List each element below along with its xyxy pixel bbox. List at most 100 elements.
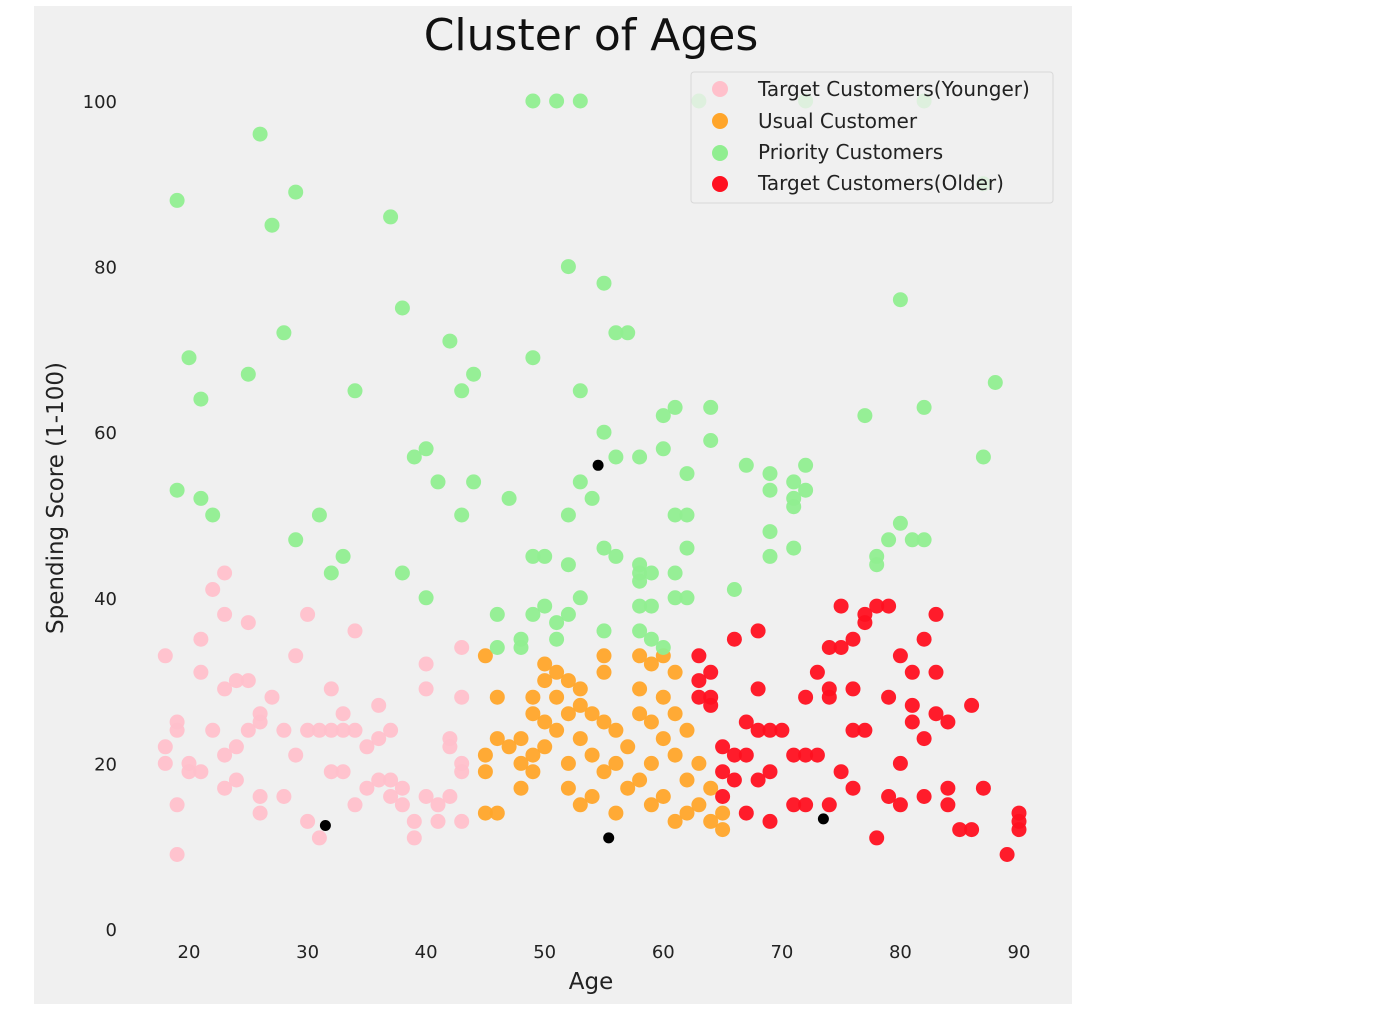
point-priority-20 xyxy=(418,441,434,457)
legend-label-younger: Target Customers(Younger) xyxy=(757,77,1030,101)
point-younger-47 xyxy=(347,797,363,813)
point-older-35 xyxy=(833,640,849,655)
centroid-layer xyxy=(319,459,829,844)
point-priority-35 xyxy=(525,548,541,564)
point-priority-45 xyxy=(560,606,576,622)
point-priority-39 xyxy=(549,93,565,109)
point-usual-53 xyxy=(655,789,671,804)
point-older-43 xyxy=(857,722,873,738)
x-tick-labels: 20 30 40 50 60 70 80 90 xyxy=(178,942,1031,963)
point-younger-0 xyxy=(157,648,173,664)
point-older-38 xyxy=(845,681,861,697)
point-younger-10 xyxy=(193,664,209,680)
point-priority-24 xyxy=(454,383,470,399)
point-usual-20 xyxy=(549,689,565,705)
point-usual-8 xyxy=(513,731,529,747)
centroid-0 xyxy=(319,820,331,831)
centroid-1 xyxy=(592,459,604,471)
point-older-28 xyxy=(809,747,825,763)
point-older-59 xyxy=(928,664,944,680)
point-usual-47 xyxy=(643,714,659,730)
chart-title: Cluster of Ages xyxy=(424,10,759,61)
point-usual-4 xyxy=(489,689,505,705)
point-priority-80 xyxy=(703,399,719,415)
point-priority-50 xyxy=(584,490,600,506)
point-usual-34 xyxy=(596,664,612,680)
point-younger-20 xyxy=(228,739,244,755)
point-priority-95 xyxy=(857,408,873,424)
point-usual-29 xyxy=(572,797,588,813)
centroid-3 xyxy=(817,813,829,825)
point-younger-11 xyxy=(193,764,209,780)
point-priority-94 xyxy=(798,482,814,498)
point-priority-26 xyxy=(466,366,482,382)
point-priority-64 xyxy=(632,623,648,639)
point-usual-40 xyxy=(620,739,636,755)
y-tick-40: 40 xyxy=(94,589,117,610)
point-usual-13 xyxy=(525,747,541,763)
point-priority-68 xyxy=(655,408,671,424)
point-usual-64 xyxy=(703,813,719,829)
point-older-30 xyxy=(821,640,837,655)
point-younger-57 xyxy=(394,797,410,813)
point-priority-21 xyxy=(418,590,434,606)
x-tick-50: 50 xyxy=(533,942,556,963)
point-older-2 xyxy=(691,689,707,705)
point-younger-43 xyxy=(335,722,351,738)
point-priority-37 xyxy=(537,548,553,564)
point-younger-24 xyxy=(240,673,256,689)
point-older-17 xyxy=(750,722,766,738)
centroid-2 xyxy=(603,832,615,844)
point-priority-55 xyxy=(608,325,624,341)
point-priority-3 xyxy=(193,391,209,407)
point-younger-39 xyxy=(323,681,339,697)
point-younger-19 xyxy=(228,673,244,689)
point-priority-30 xyxy=(501,490,517,506)
point-younger-34 xyxy=(300,606,316,622)
point-older-50 xyxy=(892,755,908,771)
point-priority-65 xyxy=(643,565,659,581)
point-priority-62 xyxy=(632,573,648,589)
legend-label-usual: Usual Customer xyxy=(758,109,918,133)
point-older-12 xyxy=(738,714,754,730)
point-priority-84 xyxy=(762,466,778,482)
legend-marker-older xyxy=(712,176,728,192)
point-usual-45 xyxy=(632,772,648,788)
point-older-47 xyxy=(881,689,897,705)
point-older-71 xyxy=(1011,822,1027,838)
point-older-6 xyxy=(715,739,731,755)
point-older-10 xyxy=(726,747,742,763)
point-priority-41 xyxy=(549,631,565,647)
point-priority-54 xyxy=(596,623,612,639)
point-older-37 xyxy=(845,631,861,647)
point-younger-29 xyxy=(264,689,280,705)
point-priority-105 xyxy=(975,449,991,465)
legend: Target Customers(Younger) Usual Customer… xyxy=(690,71,1054,204)
point-older-57 xyxy=(916,789,932,804)
x-tick-30: 30 xyxy=(296,942,319,963)
point-priority-18 xyxy=(394,565,410,581)
legend-label-older: Target Customers(Older) xyxy=(757,171,1004,195)
point-priority-75 xyxy=(679,466,695,482)
point-usual-55 xyxy=(667,706,683,722)
y-tick-20: 20 xyxy=(94,754,117,775)
point-younger-64 xyxy=(430,813,446,829)
point-priority-27 xyxy=(466,474,482,490)
point-priority-86 xyxy=(762,524,778,540)
point-usual-1 xyxy=(477,747,493,763)
point-usual-48 xyxy=(643,755,659,771)
point-younger-4 xyxy=(169,722,185,738)
point-older-60 xyxy=(928,706,944,722)
point-younger-2 xyxy=(157,755,173,771)
point-usual-2 xyxy=(477,764,493,780)
point-priority-29 xyxy=(489,640,505,655)
point-older-67 xyxy=(975,780,991,796)
point-usual-5 xyxy=(489,731,505,747)
point-priority-87 xyxy=(762,548,778,564)
point-usual-63 xyxy=(703,780,719,796)
x-tick-60: 60 xyxy=(652,942,675,963)
point-priority-11 xyxy=(288,532,304,548)
point-usual-49 xyxy=(643,797,659,813)
point-usual-21 xyxy=(549,722,565,738)
point-younger-40 xyxy=(323,722,339,738)
